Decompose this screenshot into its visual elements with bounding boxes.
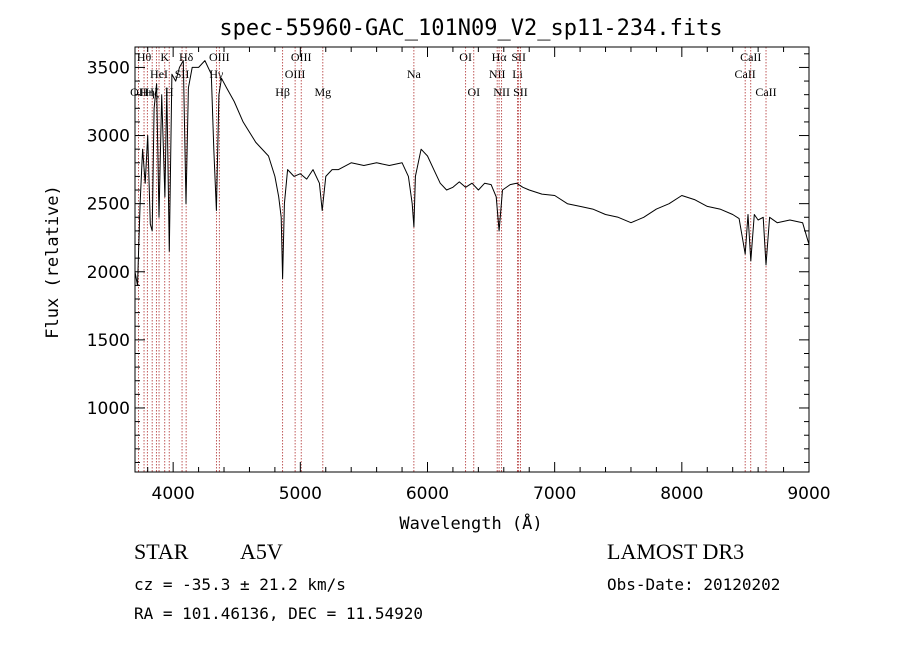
plot-frame	[134, 46, 810, 473]
line-marker-label-22: Li	[512, 67, 523, 81]
survey-name: LAMOST DR3	[607, 539, 745, 564]
line-marker-label-14: OIII	[291, 50, 312, 64]
object-subclass: A5V	[240, 539, 283, 564]
line-marker-label-9: Hδ	[179, 50, 194, 64]
line-marker-label-18: OI	[467, 85, 480, 99]
line-marker-label-25: CaII	[734, 67, 755, 81]
x-tick-label-1: 5000	[279, 484, 322, 504]
line-marker-label-10: Hγ	[209, 67, 224, 81]
line-marker-label-27: CaII	[755, 85, 776, 99]
x-axis-label: Wavelength (Å)	[399, 512, 542, 534]
line-marker-label-20: Hα	[492, 50, 508, 64]
line-marker-label-17: OI	[459, 50, 472, 64]
spectrum-line	[134, 60, 810, 286]
line-marker-label-12: Hβ	[275, 85, 290, 99]
line-marker-label-1: Hθ	[137, 50, 152, 64]
line-marker-label-0: OII	[130, 85, 147, 99]
line-marker-label-24: SII	[513, 85, 528, 99]
line-marker-label-15: Mg	[314, 85, 331, 99]
line-marker-label-19: NII	[489, 67, 506, 81]
x-tick-label-0: 4000	[152, 484, 195, 504]
y-tick-label-2: 2000	[87, 263, 130, 283]
chart-title: spec-55960-GAC_101N09_V2_sp11-234.fits	[219, 16, 722, 41]
spectrum-series	[134, 60, 810, 286]
line-markers: OIIHθHηHζHeIKHSIIHδHγOIIIHβOIIIOIIIMgNaO…	[130, 47, 777, 472]
object-class: STAR	[134, 539, 189, 564]
line-marker-label-6: K	[160, 50, 169, 64]
y-axis-label: Flux (relative)	[43, 185, 63, 339]
y-tick-label-3: 2500	[87, 195, 130, 215]
line-marker-label-23: SII	[511, 50, 526, 64]
observation-date: Obs-Date: 20120202	[607, 575, 781, 594]
x-tick-label-5: 9000	[787, 484, 830, 504]
x-tick-label-2: 6000	[406, 484, 449, 504]
redshift-cz: cz = -35.3 ± 21.2 km/s	[134, 575, 346, 594]
line-marker-label-7: H	[165, 85, 174, 99]
line-marker-label-11: OIII	[209, 50, 230, 64]
line-marker-label-5: HeI	[150, 67, 168, 81]
x-tick-label-3: 7000	[533, 484, 576, 504]
coordinates: RA = 101.46136, DEC = 11.54920	[134, 604, 423, 623]
y-tick-label-0: 1000	[87, 399, 130, 419]
line-marker-label-13: OIII	[285, 67, 306, 81]
y-tick-label-5: 3500	[87, 58, 130, 78]
y-tick-label-4: 3000	[87, 127, 130, 147]
y-tick-label-1: 1500	[87, 331, 130, 351]
line-marker-label-16: Na	[407, 67, 422, 81]
line-marker-label-8: SII	[175, 67, 190, 81]
line-marker-label-26: CaII	[740, 50, 761, 64]
axes: 4000 5000 6000 7000 8000 9000 1000 1500 2000 2500…	[87, 46, 831, 504]
line-marker-label-21: NII	[493, 85, 510, 99]
x-tick-label-4: 8000	[660, 484, 703, 504]
line-marker-label-2: Hη	[140, 85, 155, 99]
